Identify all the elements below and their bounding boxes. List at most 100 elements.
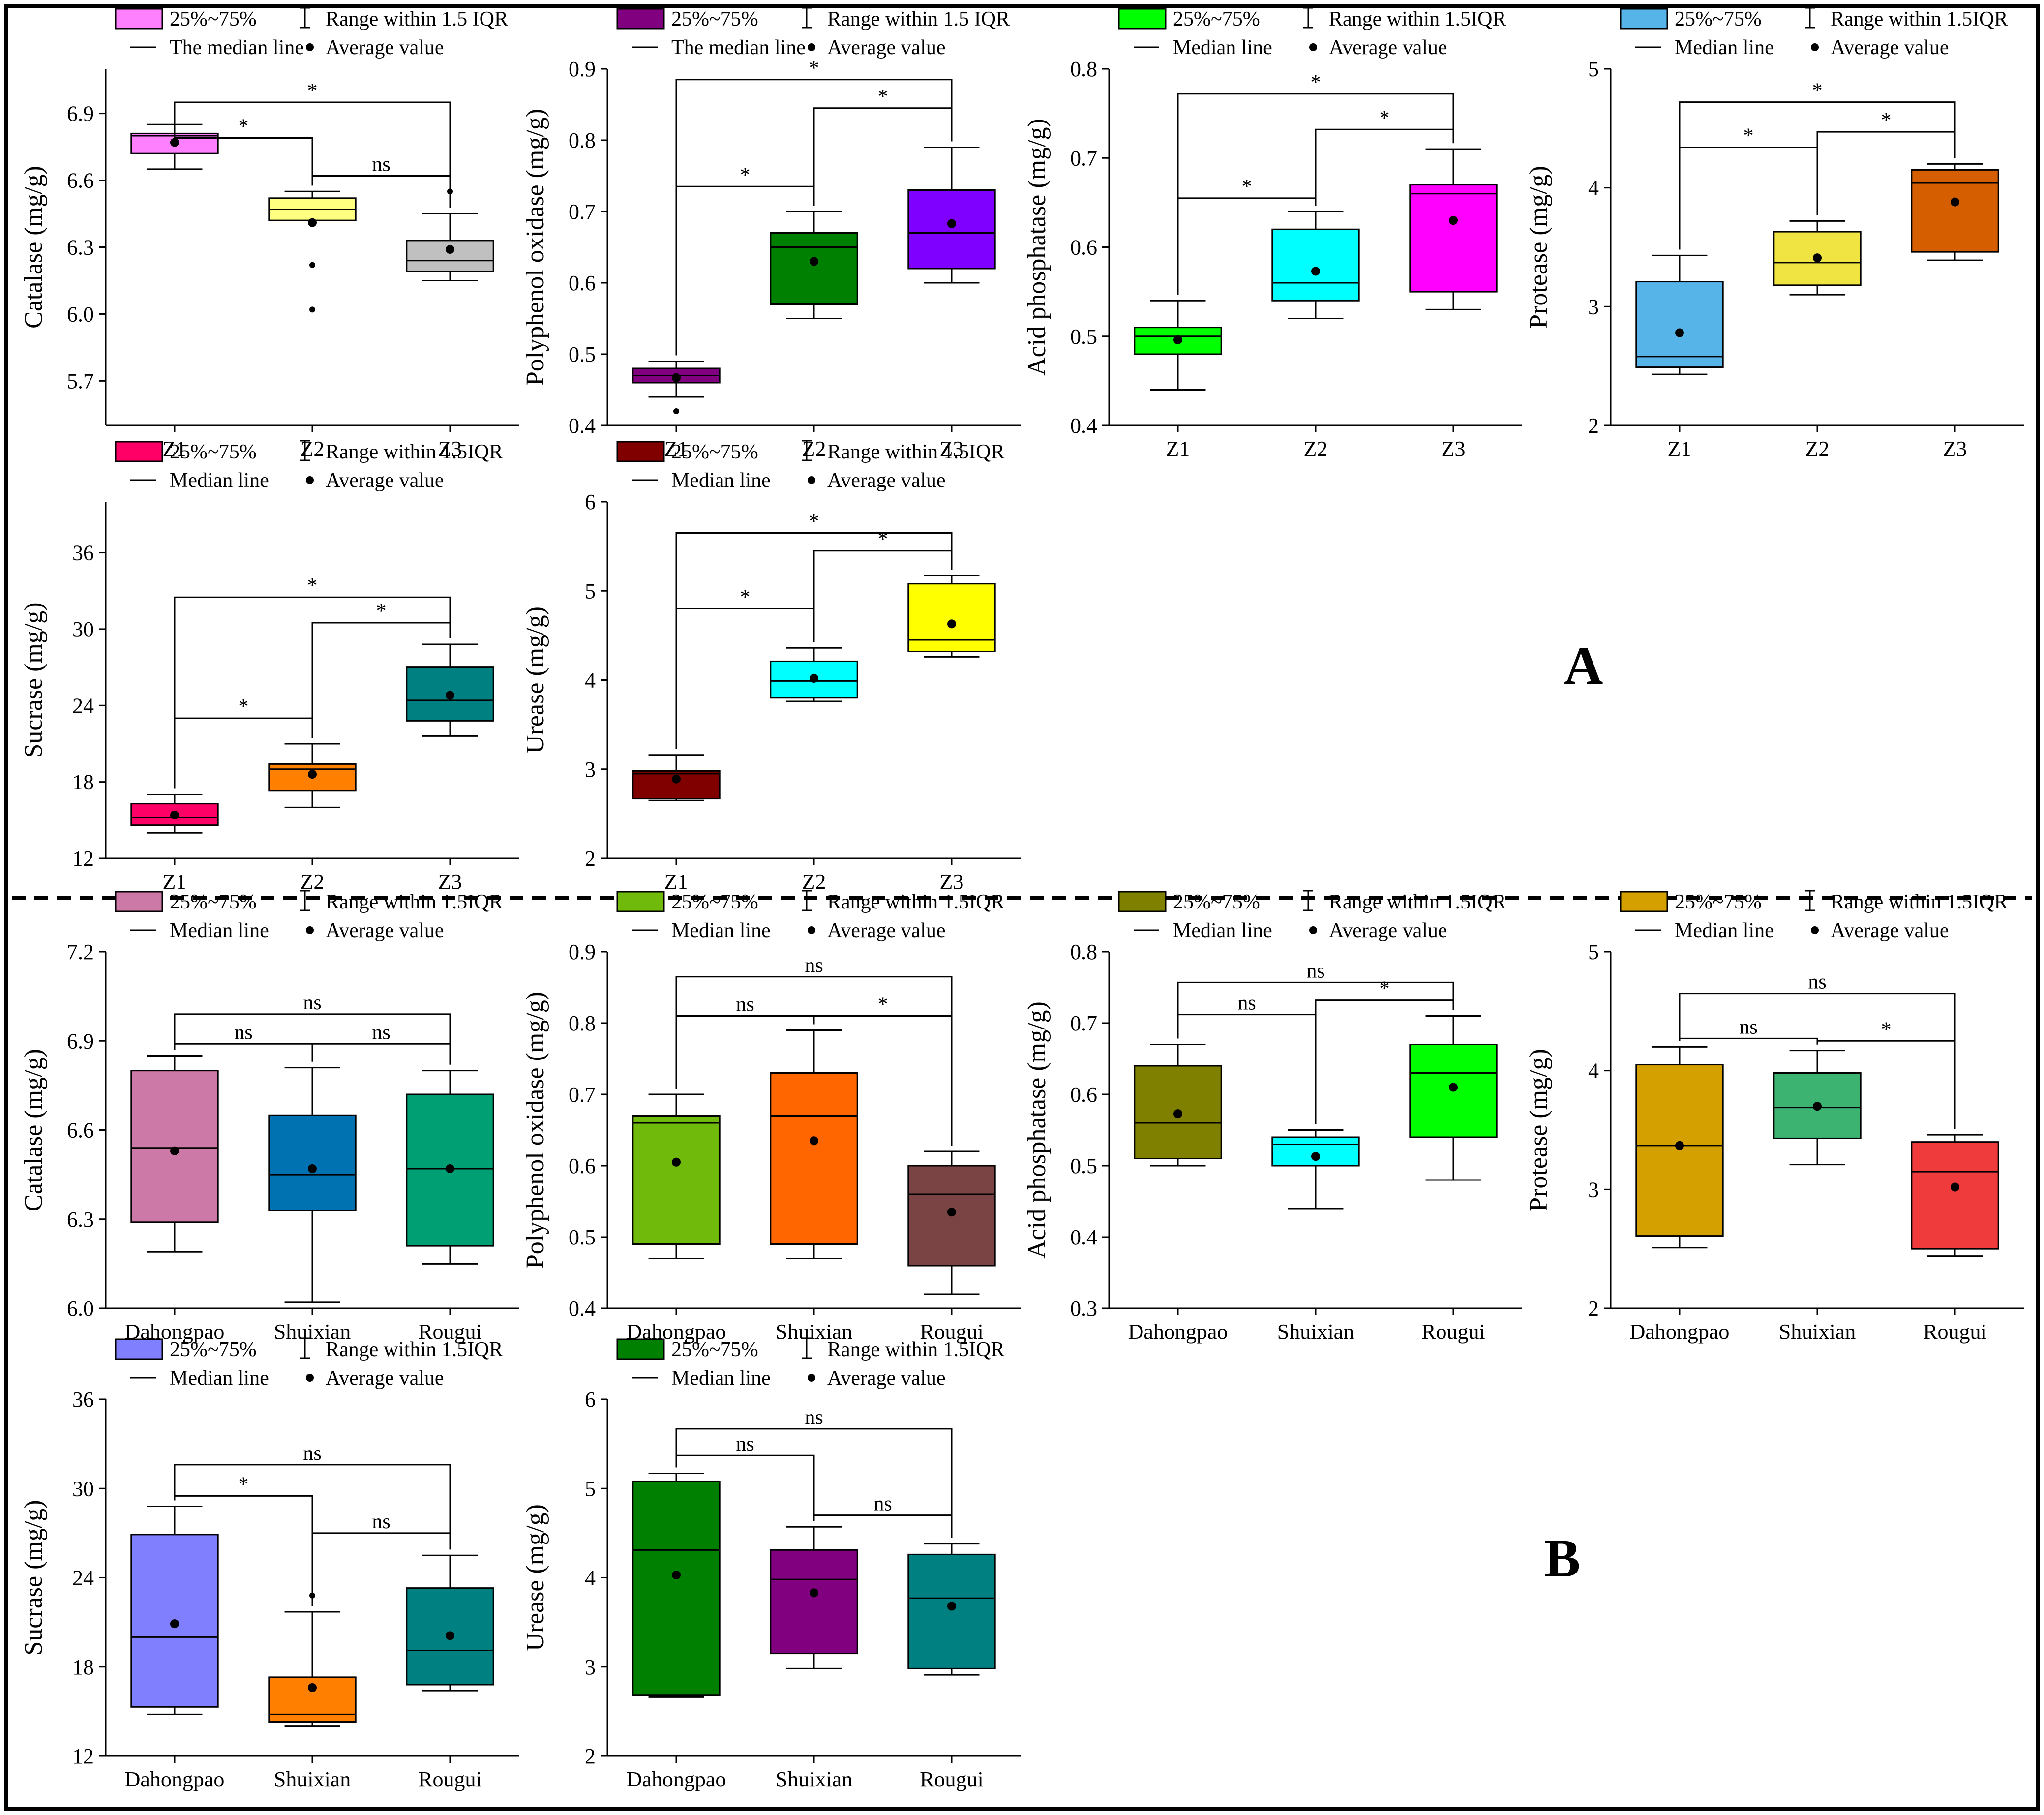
bracket-line xyxy=(174,596,451,789)
legend-label-median: The median line xyxy=(170,36,304,59)
y-tick-label: 0.6 xyxy=(1070,236,1097,260)
bracket-label: ns xyxy=(1306,960,1324,982)
box-Dahongpao xyxy=(1635,1046,1724,1249)
mean-dot xyxy=(446,1164,454,1174)
bracket-label: * xyxy=(1380,978,1390,1000)
legend-mean-symbol xyxy=(808,43,815,51)
box-Rougui xyxy=(907,1150,996,1295)
x-tick-label: Shuixian xyxy=(1779,1320,1856,1344)
whisker xyxy=(924,147,980,284)
chart-B-acid-phosphatase: 25%~75% Range within 1.5IQR Median line Ave… xyxy=(1023,890,1522,1344)
whisker xyxy=(924,1150,980,1295)
y-axis-title: Polyphenol oxidase (mg/g) xyxy=(521,992,549,1269)
whisker xyxy=(786,1526,842,1669)
bracket-line xyxy=(1679,993,1956,1129)
y-tick-label: 5 xyxy=(585,579,596,603)
x-tick-label: Z1 xyxy=(664,437,689,461)
y-axis-title: Catalase (mg/g) xyxy=(20,166,48,329)
bracket-line xyxy=(1177,93,1454,295)
mean-dot xyxy=(1311,1152,1320,1161)
legend-label-iqr: 25%~75% xyxy=(170,441,257,463)
legend: 25%~75% Range within 1.5 IQR The median li… xyxy=(115,7,508,59)
y-tick-label: 6.3 xyxy=(67,1208,94,1232)
bracket-label: ns xyxy=(736,1433,754,1455)
legend-label-iqr: 25%~75% xyxy=(170,1338,257,1361)
y-tick-label: 0.5 xyxy=(1070,325,1097,349)
x-tick-label: Shuixian xyxy=(1277,1320,1354,1344)
legend-label-range: Range within 1.5IQR xyxy=(1831,8,2008,30)
chart-B-catalase: 25%~75% Range within 1.5IQR Median line Ave… xyxy=(20,890,519,1344)
whisker xyxy=(147,1506,203,1715)
legend-label-iqr: 25%~75% xyxy=(1675,8,1762,30)
legend-label-iqr: 25%~75% xyxy=(671,8,758,30)
legend-label-median: Median line xyxy=(671,919,771,942)
box-iqr xyxy=(632,1481,721,1696)
x-tick-label: Dahongpao xyxy=(1630,1320,1730,1344)
x-tick-label: Z3 xyxy=(1442,437,1466,461)
legend-label-mean: Average value xyxy=(827,919,946,942)
legend-whisker-symbol xyxy=(1805,7,1815,29)
whisker xyxy=(147,1055,203,1253)
bracket-label: ns xyxy=(1237,992,1256,1015)
legend-box-swatch xyxy=(1118,8,1167,30)
x-tick-label: Rougui xyxy=(1421,1320,1485,1344)
significance-bracket: ns xyxy=(1679,971,1956,1129)
legend-label-mean: Average value xyxy=(827,469,946,492)
y-tick-label: 36 xyxy=(72,541,94,565)
box-iqr xyxy=(1271,228,1360,302)
chart-B-sucrase: 25%~75% Range within 1.5IQR Median line Ave… xyxy=(20,1337,519,1791)
y-axis-title: Polyphenol oxidase (mg/g) xyxy=(521,109,549,386)
x-tick-label: Z1 xyxy=(664,870,689,894)
y-tick-label: 6.6 xyxy=(67,169,94,193)
y-tick-label: 4 xyxy=(1588,1059,1599,1083)
box-Z2 xyxy=(1773,220,1862,296)
whisker xyxy=(1652,1046,1708,1249)
x-tick-label: Rougui xyxy=(920,1320,984,1344)
legend-label-range: Range within 1.5IQR xyxy=(1831,891,2008,913)
y-tick-label: 24 xyxy=(72,1566,94,1590)
bracket-line xyxy=(675,976,953,1146)
box-iqr xyxy=(1271,1136,1360,1167)
legend-label-iqr: 25%~75% xyxy=(671,891,758,913)
whisker xyxy=(786,647,842,702)
whisker xyxy=(1425,148,1481,310)
legend-box-swatch xyxy=(616,441,665,462)
box-Z2 xyxy=(1271,211,1360,319)
box-Z1 xyxy=(1134,300,1222,391)
y-tick-label: 0.5 xyxy=(1070,1154,1097,1178)
box-Z1 xyxy=(632,361,721,414)
legend-mean-symbol xyxy=(306,43,314,51)
y-tick-label: 5 xyxy=(1588,940,1599,964)
bracket-label: * xyxy=(1242,176,1252,198)
legend-label-mean: Average value xyxy=(326,919,444,942)
bracket-label: * xyxy=(307,80,318,102)
y-tick-label: 0.3 xyxy=(1070,1297,1097,1321)
mean-dot xyxy=(810,1588,818,1598)
y-tick-label: 12 xyxy=(72,847,94,871)
mean-dot xyxy=(1311,267,1320,276)
y-tick-label: 18 xyxy=(72,1655,94,1679)
whisker xyxy=(924,575,980,658)
legend: 25%~75% Range within 1.5IQR Median line Ave… xyxy=(616,890,1004,942)
bracket-label: ns xyxy=(303,1442,321,1465)
legend-whisker-symbol xyxy=(802,890,812,911)
box-Z2 xyxy=(770,647,858,702)
box-Shuixian xyxy=(1773,1050,1862,1166)
whisker xyxy=(422,1554,478,1692)
box-Shuixian xyxy=(770,1526,858,1669)
significance-bracket: ns xyxy=(174,992,451,1065)
box-Z1 xyxy=(632,754,721,801)
x-tick-label: Z2 xyxy=(1805,437,1830,461)
x-tick-label: Z2 xyxy=(1304,437,1328,461)
y-axis-title: Sucrase (mg/g) xyxy=(20,602,48,757)
legend-whisker-symbol xyxy=(1805,890,1815,911)
legend-box-swatch xyxy=(616,8,665,30)
y-tick-label: 0.5 xyxy=(569,342,596,366)
legend-box-swatch xyxy=(115,891,163,912)
y-tick-label: 6.0 xyxy=(67,302,94,326)
box-Dahongpao xyxy=(1134,1044,1222,1167)
legend: 25%~75% Range within 1.5IQR Median line Ave… xyxy=(1620,890,2008,942)
legend-box-swatch xyxy=(1118,891,1167,912)
x-tick-label: Z3 xyxy=(940,870,964,894)
y-tick-label: 0.8 xyxy=(1070,940,1097,964)
